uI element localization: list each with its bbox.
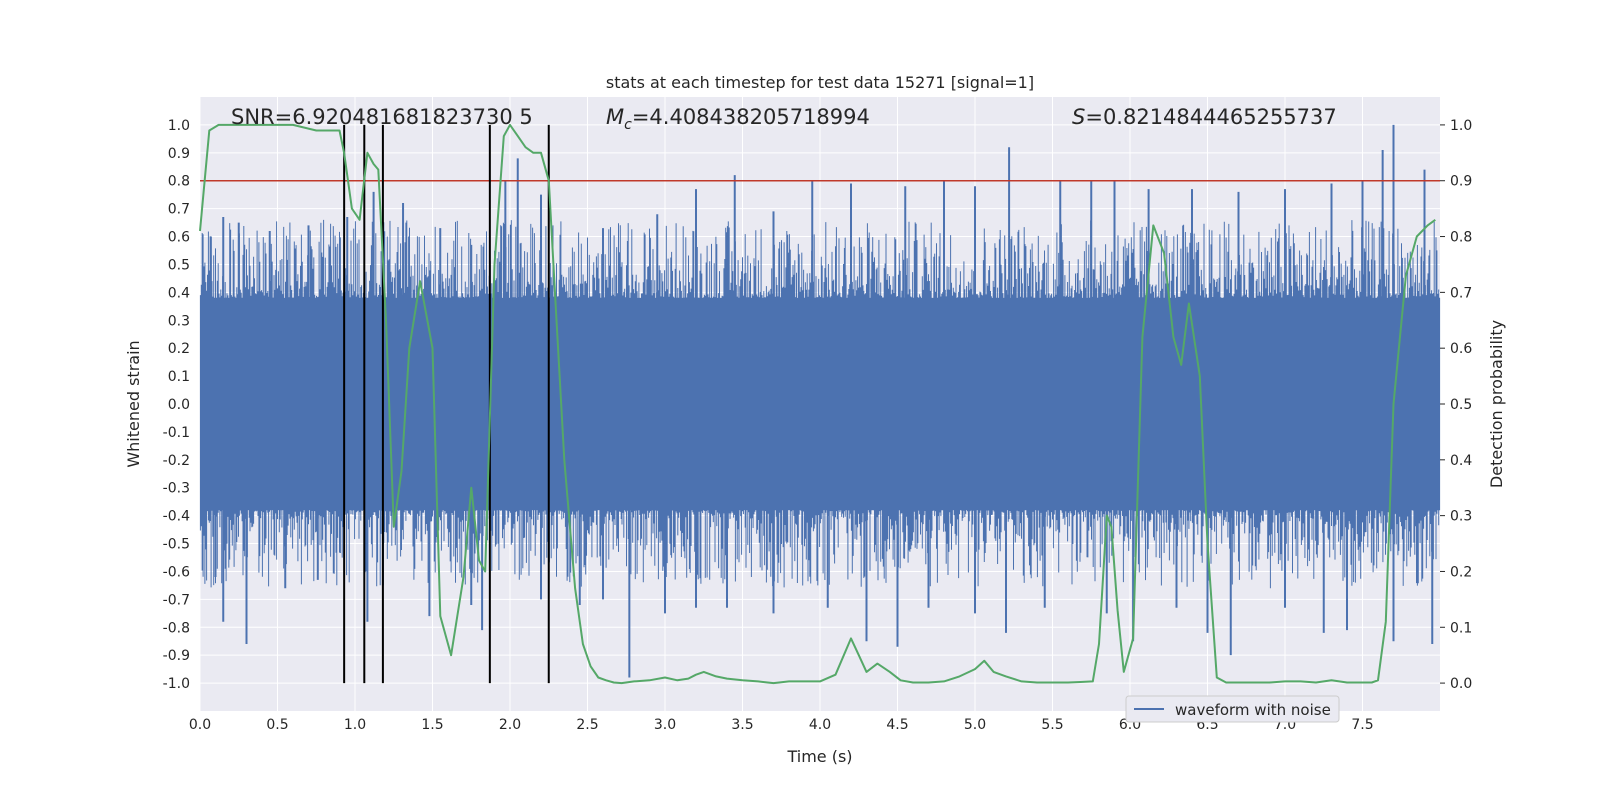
s-symbol: S [1072, 105, 1085, 129]
y-tick-label-right: 0.2 [1450, 564, 1472, 580]
legend-box [1125, 695, 1340, 723]
probability-series [199, 123, 1436, 685]
s-value: =0.8214844465255737 [1085, 105, 1336, 129]
y-tick-label-left: -1.0 [163, 676, 190, 692]
y-tick-label-right: 0.7 [1450, 285, 1472, 301]
x-tick-label: 3.5 [731, 717, 753, 733]
y-tick-label-left: 0.2 [168, 341, 190, 357]
y-tick-label-left: -0.6 [163, 564, 190, 580]
x-tick-label: 2.5 [576, 717, 598, 733]
y-tick-label-right: 1.0 [1450, 118, 1472, 134]
y-tick-label-right: 0.1 [1450, 620, 1472, 636]
tick-labels: 0.0 0.5 1.0 1.5 2.0 2.5 3.0 3.5 4.0 4.5 5.0 5.5 6.0 6… [163, 118, 1473, 733]
x-axis-label: Time (s) [786, 747, 852, 766]
y-axis-label-right: Detection probability [1487, 320, 1506, 488]
x-tick-label: 1.5 [421, 717, 443, 733]
snr-annotation: SNR=6.920481681823730 5 [231, 105, 533, 129]
y-tick-label-left: -0.7 [163, 592, 190, 608]
chart-title: stats at each timestep for test data 152… [606, 73, 1034, 92]
y-tick-label-left: 0.4 [168, 285, 190, 301]
x-tick-label: 0.0 [189, 717, 211, 733]
x-tick-label: 4.5 [886, 717, 908, 733]
x-tick-label: 2.0 [499, 717, 521, 733]
x-tick-label: 3.0 [654, 717, 676, 733]
x-tick-label: 0.5 [266, 717, 288, 733]
y-tick-label-right: 0.0 [1450, 676, 1472, 692]
chirp-mass-annotation: Mc=4.408438205718994 [606, 105, 870, 133]
probability-line [199, 123, 1436, 685]
y-tick-label-left: -0.3 [163, 481, 190, 497]
y-tick-label-left: 0.6 [168, 230, 190, 246]
x-tick-label: 1.0 [344, 717, 366, 733]
y-tick-label-right: 0.9 [1450, 174, 1472, 190]
y-tick-label-left: -0.8 [163, 620, 190, 636]
y-tick-label-right: 0.8 [1450, 230, 1472, 246]
x-tick-label: 5.5 [1041, 717, 1063, 733]
y-tick-label-left: 1.0 [168, 118, 190, 134]
y-tick-label-left: -0.2 [163, 453, 190, 469]
x-tick-label: 4.0 [809, 717, 831, 733]
y-tick-label-left: -0.5 [163, 537, 190, 553]
y-tick-label-left: 0.9 [168, 146, 190, 162]
y-tick-label-left: 0.1 [168, 369, 190, 385]
y-tick-label-left: 0.8 [168, 174, 190, 190]
y-tick-label-left: 0.3 [168, 313, 190, 329]
y-tick-label-right: 0.5 [1450, 397, 1472, 413]
y-tick-label-right: 0.3 [1450, 509, 1472, 525]
y-tick-label-left: -0.9 [163, 648, 190, 664]
s-annotation: S=0.8214844465255737 [1072, 105, 1337, 129]
y-tick-label-right: 0.4 [1450, 453, 1472, 469]
y-tick-label-left: 0.7 [168, 202, 190, 218]
y-tick-label-left: -0.4 [163, 509, 190, 525]
x-tick-label: 7.5 [1351, 717, 1373, 733]
y-tick-label-right: 0.6 [1450, 341, 1472, 357]
legend-entry: waveform with noise [1175, 701, 1331, 719]
chirp-mass-value: =4.408438205718994 [632, 105, 870, 129]
chirp-mass-subscript: c [624, 117, 632, 133]
y-axis-label-left: Whitened strain [124, 340, 143, 467]
y-tick-label-left: 0.0 [168, 397, 190, 413]
chirp-mass-symbol: M [606, 105, 624, 129]
x-tick-label: 5.0 [964, 717, 986, 733]
legend: waveform with noise [1125, 695, 1340, 723]
y-tick-label-left: -0.1 [163, 425, 190, 441]
waveform-noise [199, 219, 1441, 589]
y-tick-label-left: 0.5 [168, 257, 190, 273]
